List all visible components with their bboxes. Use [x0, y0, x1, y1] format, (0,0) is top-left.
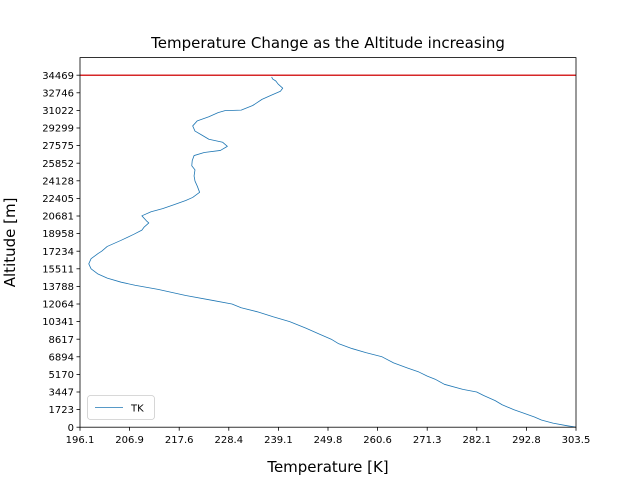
y-tick-label: 32746: [42, 88, 74, 99]
y-tick-label: 5170: [49, 370, 74, 381]
y-tick-label: 12064: [42, 300, 74, 311]
x-tick-label: 303.5: [562, 435, 591, 446]
y-tick-label: 8617: [49, 335, 74, 346]
x-axis-label: Temperature [K]: [266, 458, 388, 476]
y-tick-label: 31022: [42, 106, 74, 117]
x-tick-label: 292.8: [512, 435, 541, 446]
y-tick-label: 0: [68, 423, 74, 434]
series-line-tk: [88, 76, 577, 428]
chart-title: Temperature Change as the Altitude incre…: [150, 34, 505, 52]
y-tick-label: 17234: [42, 247, 74, 258]
x-tick-label: 217.6: [165, 435, 194, 446]
y-tick-label: 24128: [42, 176, 74, 187]
x-tick-label: 271.3: [413, 435, 442, 446]
y-tick-label: 22405: [42, 194, 74, 205]
y-tick-label: 25852: [42, 159, 74, 170]
x-tick-label: 249.8: [314, 435, 343, 446]
y-tick-label: 34469: [42, 71, 74, 82]
y-tick-label: 13788: [42, 282, 74, 293]
y-tick-label: 1723: [49, 405, 74, 416]
x-tick-label: 260.6: [363, 435, 392, 446]
x-tick-label: 228.4: [214, 435, 243, 446]
y-tick-label: 15511: [42, 264, 74, 275]
plot-area: 196.1 206.9 217.6 228.4 239.1 249.8 260.6 271.3…: [42, 57, 591, 446]
y-tick-label: 10341: [42, 317, 74, 328]
x-tick-label: 282.1: [462, 435, 491, 446]
legend-label: TK: [130, 404, 144, 415]
y-tick-label: 20681: [42, 212, 74, 223]
y-tick-label: 6894: [49, 352, 74, 363]
x-tick-label: 206.9: [115, 435, 144, 446]
x-tick-label: 196.1: [66, 435, 95, 446]
y-tick-label: 3447: [49, 388, 74, 399]
y-tick-label: 27575: [42, 141, 74, 152]
legend: TK: [87, 395, 155, 420]
y-tick-label: 29299: [42, 124, 74, 135]
y-axis-label: Altitude [m]: [1, 198, 19, 288]
x-tick-label: 239.1: [264, 435, 293, 446]
y-tick-label: 18958: [42, 229, 74, 240]
